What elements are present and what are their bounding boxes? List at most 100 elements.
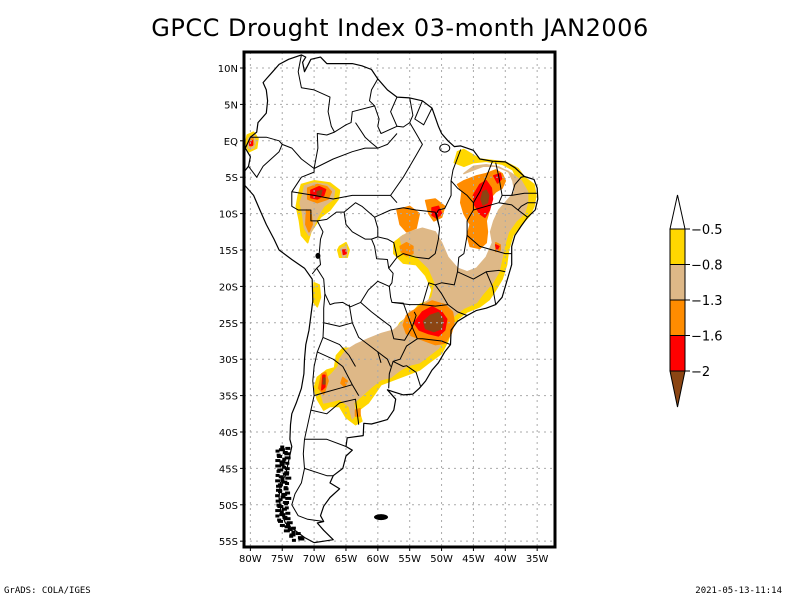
lon-tick-label: 35W	[526, 554, 549, 565]
archipelago-island	[285, 491, 291, 495]
country-border	[473, 162, 503, 211]
map-grid	[244, 52, 555, 547]
country-border	[355, 122, 379, 149]
archipelago-island	[279, 510, 284, 514]
country-border	[360, 302, 413, 341]
archipelago-island	[283, 529, 290, 533]
country-border	[310, 398, 360, 425]
country-border	[485, 271, 497, 305]
country-border	[291, 293, 326, 522]
archipelago-island	[276, 484, 283, 488]
archipelago-island	[282, 465, 287, 469]
drought-area-minus-1.6	[342, 249, 347, 256]
archipelago-island	[285, 476, 292, 480]
country-border	[317, 351, 360, 396]
archipelago-island	[277, 519, 283, 523]
lat-tick-label: 50S	[219, 501, 238, 512]
country-border	[466, 235, 512, 255]
archipelago-island	[291, 530, 296, 534]
lat-tick-label: 20S	[219, 282, 238, 293]
lon-tick-label: 80W	[239, 554, 262, 565]
archipelago-island	[275, 449, 280, 453]
colorbar-label: −0.5	[691, 223, 723, 238]
coastline	[244, 54, 539, 544]
archipelago-island	[298, 537, 305, 541]
archipelago-island	[284, 452, 291, 456]
archipelago-island	[284, 502, 289, 506]
archipelago-island	[282, 472, 289, 476]
drought-fields	[244, 131, 537, 426]
country-border	[388, 180, 452, 269]
map-geography	[244, 54, 539, 544]
falkland-islands	[374, 514, 389, 521]
country-border	[498, 202, 528, 218]
country-border	[374, 96, 398, 134]
archipelago-island	[291, 526, 296, 530]
lon-tick-label: 45W	[462, 554, 485, 565]
country-border	[417, 338, 451, 346]
archipelago-island	[277, 505, 284, 509]
country-border	[323, 322, 353, 327]
archipelago-island	[275, 509, 282, 513]
lat-tick-label: 25S	[219, 319, 238, 330]
colorbar-swatch	[669, 264, 686, 301]
grads-credit: GrADS: COLA/IGES	[4, 586, 91, 596]
archipelago-island	[281, 507, 287, 511]
country-border	[414, 100, 433, 126]
lon-tick-label: 50W	[430, 554, 453, 565]
lat-tick-label: 5S	[225, 173, 238, 184]
country-border	[377, 351, 392, 367]
colorbar-swatch-bottom	[669, 370, 686, 408]
lat-tick-label: 35S	[219, 392, 238, 403]
archipelago-island	[289, 534, 294, 538]
archipelago-island	[284, 517, 291, 521]
lat-tick-label: 5N	[224, 100, 238, 111]
archipelago-island	[281, 492, 288, 496]
archipelago-island	[285, 496, 292, 500]
lat-tick-label: EQ	[224, 137, 238, 148]
country-border	[392, 360, 421, 387]
archipelago-island	[275, 479, 281, 483]
colorbar-label: −2	[691, 365, 710, 380]
drought-area-minus-2	[316, 189, 323, 197]
timestamp: 2021-05-13-11:14	[695, 586, 782, 596]
lon-tick-label: 40W	[494, 554, 517, 565]
archipelago-island	[279, 460, 286, 464]
colorbar: −0.5 −0.8 −1.3 −1.6 −2	[669, 194, 723, 408]
lat-tick-label: 40S	[219, 428, 238, 439]
lat-tick-label: 55S	[219, 537, 238, 548]
colorbar-label: −0.8	[691, 259, 723, 274]
lat-tick-label: 45S	[219, 464, 238, 475]
lake-titicaca	[315, 252, 321, 259]
marajo-island	[439, 143, 451, 153]
country-border	[316, 267, 390, 308]
archipelago-island	[284, 456, 291, 460]
country-border	[390, 122, 423, 196]
country-border	[388, 286, 417, 328]
archipelago-island	[275, 499, 281, 503]
lat-tick-label: 10S	[219, 210, 238, 221]
country-border	[348, 304, 382, 363]
country-border	[517, 202, 536, 211]
archipelago-island	[278, 448, 285, 452]
country-border	[313, 384, 353, 397]
lat-tick-label: 30S	[219, 355, 238, 366]
archipelago-island	[295, 532, 301, 536]
archipelago-island	[280, 495, 286, 499]
country-border	[396, 97, 414, 128]
lon-tick-label: 75W	[271, 554, 294, 565]
colorbar-label: −1.3	[691, 294, 723, 309]
colorbar-swatch	[669, 335, 686, 372]
country-border	[374, 207, 441, 229]
archipelago-island	[275, 464, 282, 468]
axis-ticks: 10N 5N EQ 5S 10S 15S 20S 25S 30S 35S 40S 45S 50S 55S8…	[218, 64, 549, 565]
lon-tick-label: 60W	[367, 554, 390, 565]
archipelago-island	[276, 469, 281, 473]
country-border	[502, 192, 538, 196]
drought-area-minus-2	[322, 377, 326, 385]
country-border	[291, 191, 398, 204]
archipelago-island	[282, 457, 287, 461]
country-border	[297, 54, 335, 169]
country-border	[343, 202, 379, 240]
colorbar-swatch	[669, 299, 686, 336]
